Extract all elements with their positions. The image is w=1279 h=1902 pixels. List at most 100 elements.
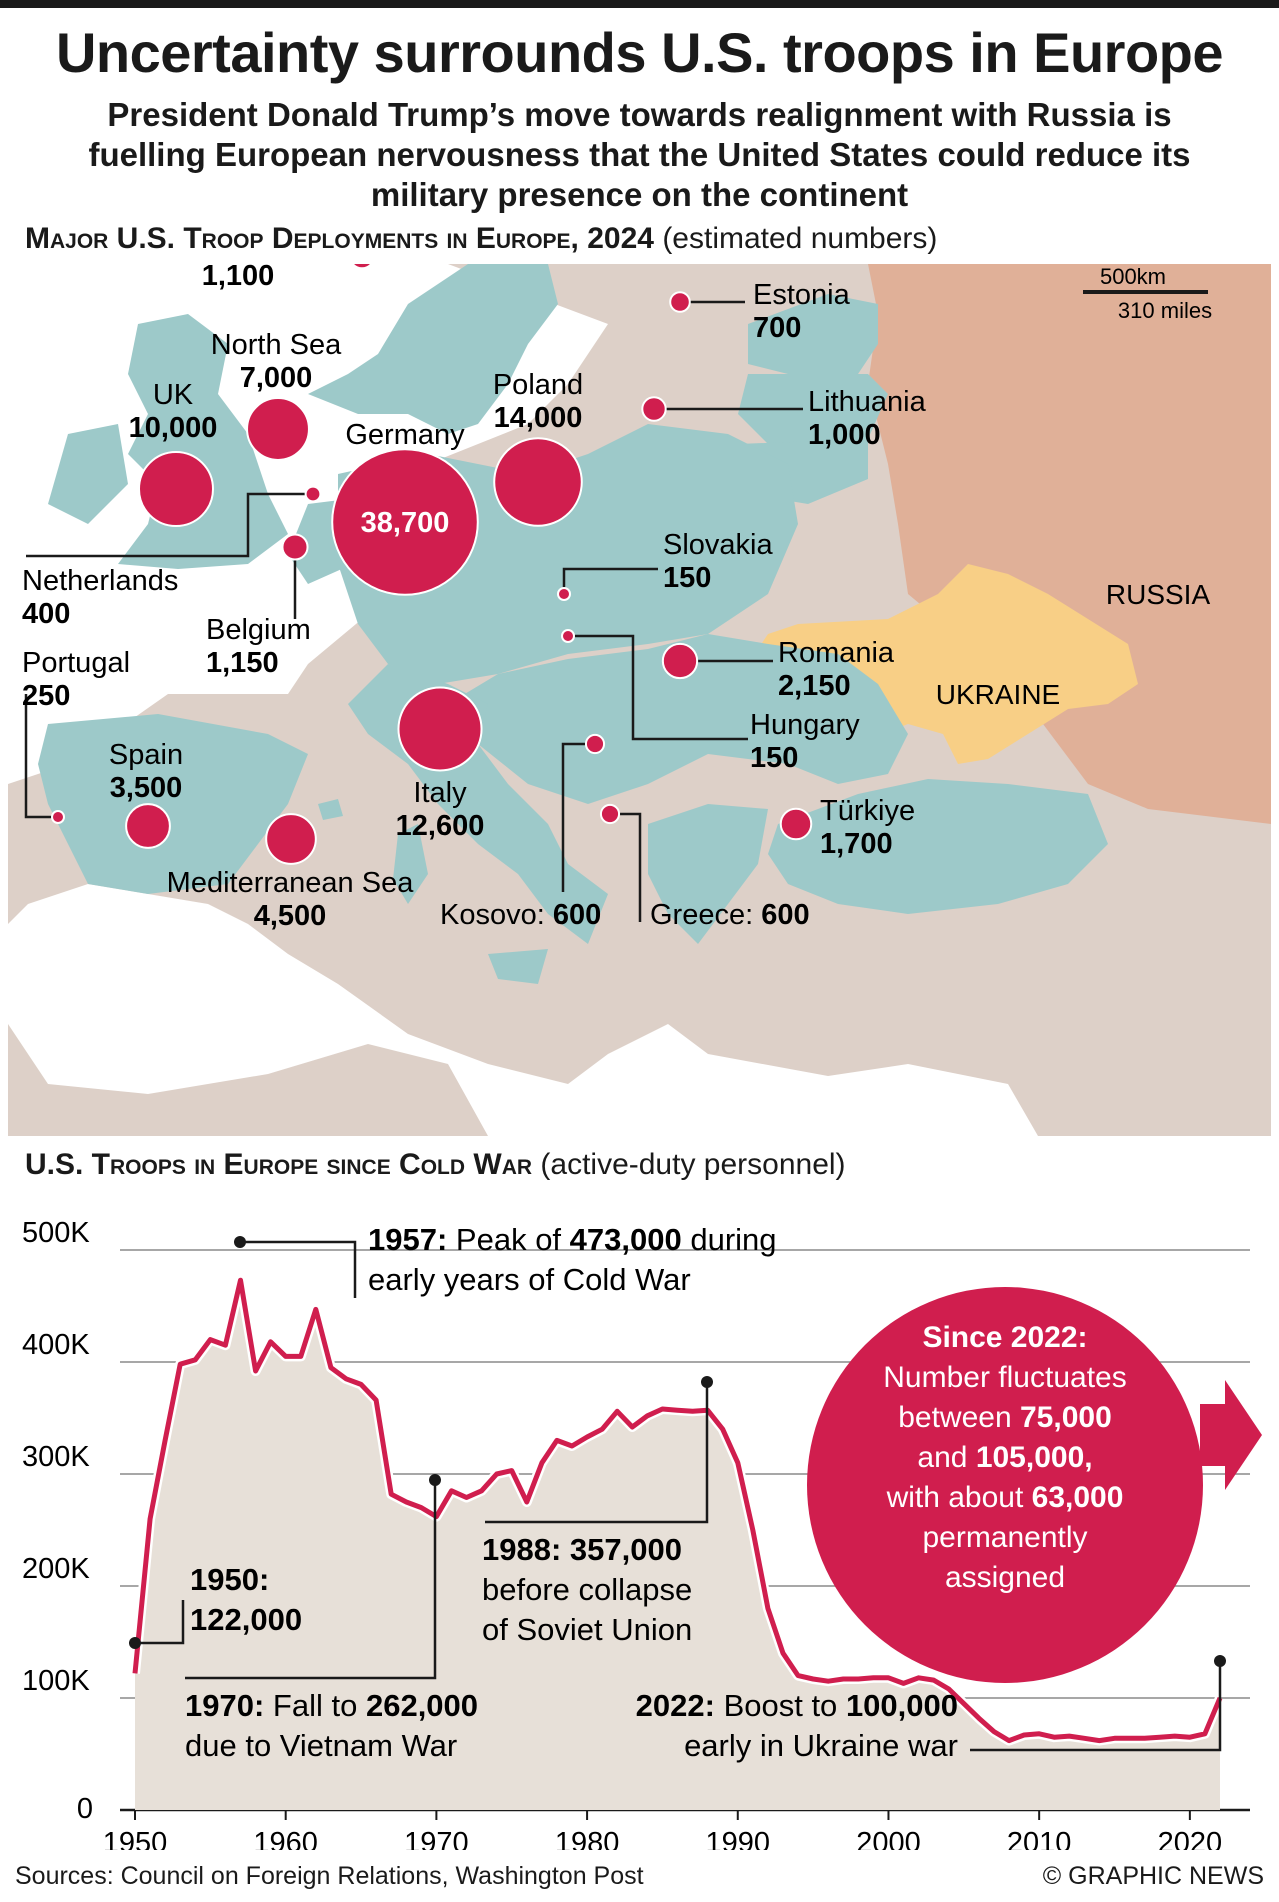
label-italy-name: Italy: [413, 777, 467, 809]
callout-line1: Number fluctuates: [883, 1361, 1126, 1394]
chart-ticks: 0 100K 200K 300K 400K 500K 1950 1960 1970 1980 199…: [22, 1217, 1222, 1850]
bubble-germany: [331, 448, 479, 596]
y-tick-label: 400K: [22, 1329, 90, 1361]
leader-portugal: [24, 694, 58, 819]
dot-1957: [234, 1236, 246, 1248]
leader-2022: [970, 1661, 1222, 1752]
dot-1988: [701, 1376, 713, 1388]
x-tick-label: 1990: [706, 1827, 771, 1850]
label-estonia-name: Estonia: [753, 279, 851, 311]
callout-line3b: 105,000,: [976, 1441, 1093, 1474]
y-tick-label: 0: [77, 1793, 93, 1825]
label-uk-value: 10,000: [129, 412, 218, 444]
leader-netherlands: [26, 492, 313, 558]
x-tick-label: 2000: [856, 1827, 921, 1850]
dot-2022: [1214, 1655, 1226, 1667]
bubble-italy: [397, 686, 483, 772]
label-kosovo-name: Kosovo:: [440, 899, 553, 931]
bubble-netherlands: [304, 485, 322, 503]
sources-note: Sources: Council on Foreign Relations, W…: [15, 1862, 644, 1890]
map-norway: [308, 264, 558, 434]
callout-line4: with about 63,000: [886, 1481, 1124, 1514]
map-iberia: [38, 714, 308, 894]
label-poland-value: 14,000: [494, 402, 583, 434]
page-title: Uncertainty surrounds U.S. troops in Eur…: [55, 21, 1224, 84]
label-poland-name: Poland: [493, 369, 583, 401]
map-land-north-africa: [8, 1024, 488, 1136]
y-tick-label: 200K: [22, 1553, 90, 1585]
x-tick-label: 1950: [103, 1827, 168, 1850]
troops-line: [132, 1277, 1223, 1744]
label-uk-name: UK: [153, 379, 194, 411]
x-tick-label: 1970: [404, 1827, 469, 1850]
annot-1988-line2: before collapse: [482, 1572, 692, 1607]
bubble-hungary: [561, 629, 575, 643]
map-heading-caps: Major U.S. Troop Deployments in Europe, …: [25, 222, 654, 255]
chart-heading-caps: U.S. Troops in Europe since Cold War: [25, 1148, 533, 1181]
callout-text: Since 2022: Number fluctuates between 75…: [883, 1321, 1126, 1594]
annot-1970-year: 1970:: [185, 1688, 264, 1723]
label-hungary-name: Hungary: [750, 709, 860, 741]
label-netherlands-value: 400: [22, 598, 70, 630]
annot-2022-line1: 2022: Boost to 100,000: [636, 1688, 958, 1723]
label-germany-name: Germany: [345, 419, 465, 451]
x-tick-label: 2010: [1007, 1827, 1072, 1850]
scale-km: 500km: [1100, 264, 1166, 289]
annot-1957-line1: 1957: Peak of 473,000 during: [368, 1222, 777, 1257]
label-russia: RUSSIA: [1106, 579, 1211, 610]
callout-line3a: and: [917, 1441, 967, 1474]
label-t-rkiye-value: 1,700: [820, 828, 893, 860]
annot-1957-year: 1957:: [368, 1222, 447, 1257]
chart-heading: U.S. Troops in Europe since Cold War (ac…: [25, 1148, 846, 1182]
annot-2022-year: 2022:: [636, 1688, 715, 1723]
bubble-spain: [125, 803, 171, 849]
label-romania-value: 2,150: [778, 670, 851, 702]
scale-miles: 310 miles: [1118, 298, 1212, 323]
label-lithuania-value: 1,000: [808, 419, 881, 451]
bubble-slovakia: [557, 587, 571, 601]
annot-1957-text2: during: [690, 1222, 776, 1257]
map-balkans-central: [448, 634, 828, 804]
bubble-north-sea: [246, 397, 310, 461]
label-greece-value: 600: [761, 899, 809, 931]
bubble-greece: [599, 803, 621, 825]
bubble-portugal: [51, 810, 65, 824]
callout-line5: permanently: [922, 1521, 1087, 1554]
annot-1970-line2: due to Vietnam War: [185, 1728, 457, 1763]
callout-line4b: 63,000: [1032, 1481, 1124, 1514]
leader-slovakia: [562, 567, 658, 594]
annot-1950-value: 122,000: [190, 1602, 302, 1637]
deployment-map: 500km 310 miles RUSSIA UKRAINE Norway1,1…: [8, 264, 1271, 1136]
label-portugal-value: 250: [22, 680, 70, 712]
bubble-kosovo: [584, 733, 606, 755]
annot-1970-value: 262,000: [366, 1688, 478, 1723]
callout-line3: and 105,000,: [917, 1441, 1092, 1474]
label-mediterranean-sea-value: 4,500: [254, 900, 327, 932]
label-lithuania-name: Lithuania: [808, 386, 927, 418]
annot-2022-value: 100,000: [846, 1688, 958, 1723]
annot-2022-text1: Boost to: [724, 1688, 838, 1723]
bubble-lithuania: [641, 396, 667, 422]
dot-1970: [429, 1474, 441, 1486]
dot-1950: [129, 1637, 141, 1649]
callout-line6: assigned: [945, 1561, 1065, 1594]
label-north-sea-name: North Sea: [211, 329, 342, 361]
leader-1957: [240, 1240, 357, 1298]
annot-1988-line1: 1988: 357,000: [482, 1532, 682, 1567]
label-estonia-value: 700: [753, 312, 801, 344]
top-rule: [0, 0, 1279, 8]
map-russia: [868, 264, 1271, 824]
callout-line4a: with about: [886, 1481, 1024, 1514]
label-netherlands-name: Netherlands: [22, 565, 178, 597]
label-ukraine: UKRAINE: [936, 679, 1060, 710]
callout-circle: [807, 1287, 1203, 1683]
label-germany-value: 38,700: [361, 507, 450, 539]
y-tick-label: 100K: [22, 1665, 90, 1697]
annot-1988-line3: of Soviet Union: [482, 1612, 692, 1647]
label-spain-value: 3,500: [110, 772, 183, 804]
map-greece: [648, 804, 768, 944]
map-heading-note: (estimated numbers): [662, 222, 938, 255]
map-ireland: [48, 424, 128, 524]
map-heading: Major U.S. Troop Deployments in Europe, …: [25, 222, 937, 256]
label-norway-value: 1,100: [202, 264, 275, 292]
